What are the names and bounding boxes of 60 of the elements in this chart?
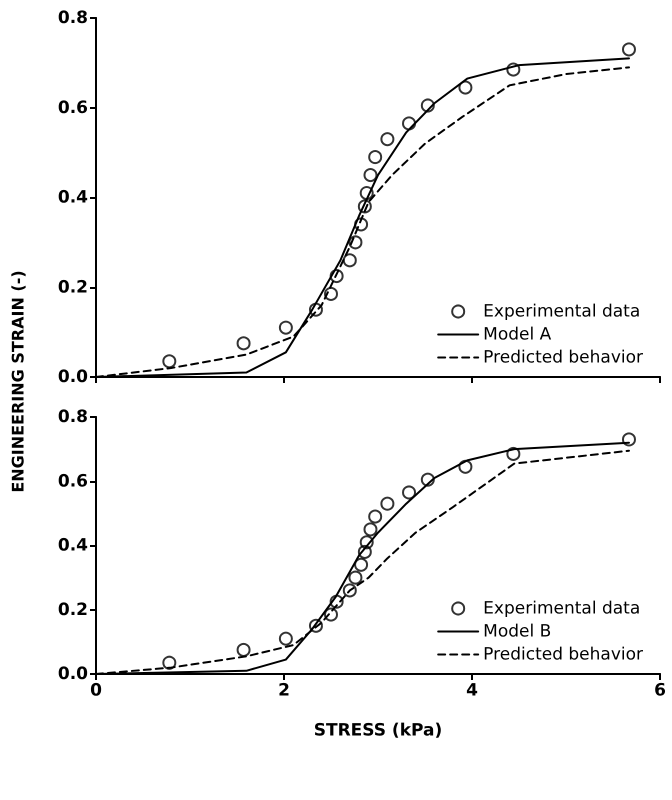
- y-tick-label: 0.2: [58, 277, 88, 298]
- point: [324, 286, 338, 301]
- y-tick-label: 0.8: [58, 8, 88, 28]
- point: [622, 432, 636, 446]
- y-axis-title: ENGINEERING STRAIN (-): [8, 269, 28, 495]
- point: [278, 320, 293, 335]
- x-axis-title: STRESS (kPa): [314, 720, 442, 740]
- point: [236, 642, 251, 657]
- point: [308, 302, 323, 317]
- point: [236, 336, 251, 350]
- point: [380, 132, 394, 146]
- y-tick-label: 0.4: [58, 536, 88, 556]
- point: [402, 116, 416, 130]
- point: [358, 199, 372, 214]
- point: [342, 583, 357, 598]
- point: [330, 594, 344, 609]
- y-tick-label: 0.0: [58, 367, 88, 387]
- point: [358, 544, 372, 559]
- point: [363, 168, 378, 182]
- point: [506, 446, 520, 461]
- x-tick-label: 6: [654, 680, 666, 700]
- y-tick-label: 0.0: [58, 664, 88, 684]
- legend-label: Predicted behavior: [483, 644, 644, 664]
- y-tick-label: 0.6: [58, 98, 88, 118]
- y-tick-label: 0.8: [58, 407, 88, 427]
- legend-label: Experimental data: [483, 598, 640, 618]
- point: [162, 354, 176, 368]
- y-tick-label: 0.6: [58, 471, 88, 492]
- x-tick-label: 4: [466, 680, 478, 700]
- point: [360, 535, 374, 550]
- legend-label: Model A: [483, 324, 552, 344]
- point: [308, 618, 323, 633]
- point: [506, 62, 520, 77]
- point: [324, 608, 338, 622]
- point: [368, 510, 382, 524]
- point: [348, 570, 362, 585]
- point: [354, 558, 368, 572]
- legend-label: Experimental data: [483, 302, 640, 322]
- point: [458, 460, 472, 474]
- point: [420, 98, 435, 113]
- legend-label: Model B: [483, 622, 552, 642]
- point: [162, 656, 176, 670]
- point: [363, 522, 378, 536]
- point: [380, 496, 394, 511]
- point: [342, 253, 357, 268]
- x-tick-label: 2: [278, 680, 290, 700]
- point: [622, 42, 636, 56]
- point: [360, 186, 374, 200]
- point: [420, 472, 435, 487]
- point: [330, 269, 344, 284]
- point: [354, 217, 368, 232]
- x-tick-label: 0: [90, 680, 102, 700]
- point: [348, 235, 362, 250]
- point: [368, 150, 382, 164]
- legend-label: Predicted behavior: [483, 348, 644, 368]
- point: [278, 632, 293, 646]
- y-tick-label: 0.2: [58, 600, 88, 620]
- point: [402, 485, 416, 500]
- point: [458, 80, 472, 95]
- y-tick-label: 0.4: [58, 188, 88, 208]
